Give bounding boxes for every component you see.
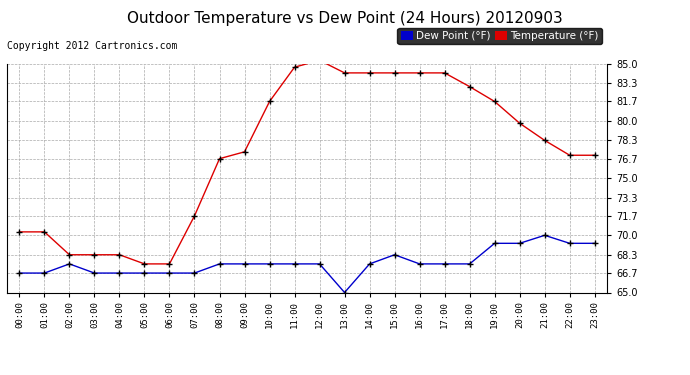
Legend: Dew Point (°F), Temperature (°F): Dew Point (°F), Temperature (°F): [397, 28, 602, 44]
Text: Copyright 2012 Cartronics.com: Copyright 2012 Cartronics.com: [7, 41, 177, 51]
Text: Outdoor Temperature vs Dew Point (24 Hours) 20120903: Outdoor Temperature vs Dew Point (24 Hou…: [127, 11, 563, 26]
